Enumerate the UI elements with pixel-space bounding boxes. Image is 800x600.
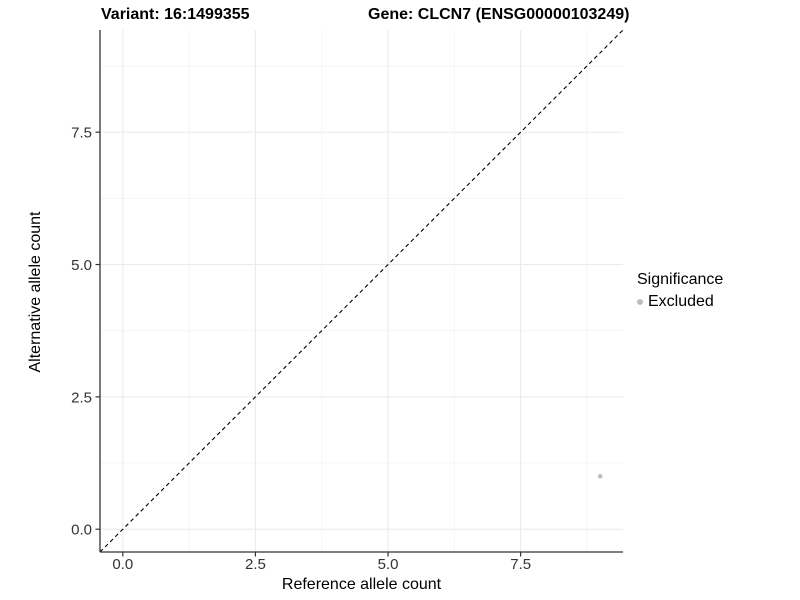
data-point <box>597 473 603 479</box>
x-tick-label: 2.5 <box>245 556 266 573</box>
y-tick-label: 5.0 <box>71 257 92 274</box>
gene-title: Gene: CLCN7 (ENSG00000103249) <box>368 6 630 23</box>
excluded-point-icon <box>637 299 643 305</box>
y-axis-title: Alternative allele count <box>27 211 44 373</box>
y-tick-label: 0.0 <box>71 522 92 539</box>
x-axis-title: Reference allele count <box>281 576 442 593</box>
x-tick-label: 0.0 <box>112 556 133 573</box>
legend-title: Significance <box>637 271 724 288</box>
y-tick-label: 7.5 <box>71 125 92 142</box>
legend-item-excluded: Excluded <box>637 293 723 311</box>
legend-item-label: Excluded <box>648 293 714 310</box>
x-tick-label: 7.5 <box>510 556 531 573</box>
significance-legend: Significance Excluded <box>637 271 723 311</box>
y-tick-label: 2.5 <box>71 389 92 406</box>
x-tick-label: 5.0 <box>378 556 399 573</box>
variant-title: Variant: 16:1499355 <box>101 6 250 23</box>
identity-dashed-line <box>99 29 624 553</box>
